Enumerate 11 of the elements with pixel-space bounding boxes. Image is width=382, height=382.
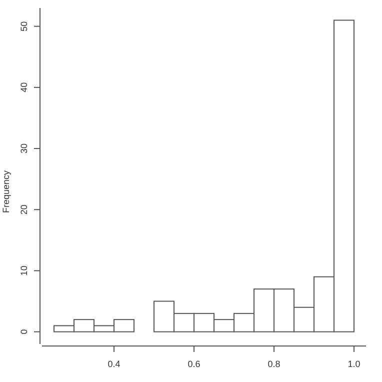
y-tick-label: 0 — [19, 329, 29, 334]
y-tick-label: 20 — [19, 204, 29, 215]
y-axis-title: Frequency — [1, 170, 11, 214]
x-tick-label: 0.8 — [268, 359, 280, 369]
y-tick-label: 50 — [19, 21, 29, 32]
x-tick-label: 0.4 — [108, 359, 120, 369]
y-tick-label: 10 — [19, 266, 29, 276]
y-tick-label: 30 — [19, 144, 29, 154]
x-tick-label: 1.0 — [348, 359, 360, 369]
y-tick-label: 40 — [19, 82, 29, 92]
x-tick-label: 0.6 — [188, 359, 200, 369]
